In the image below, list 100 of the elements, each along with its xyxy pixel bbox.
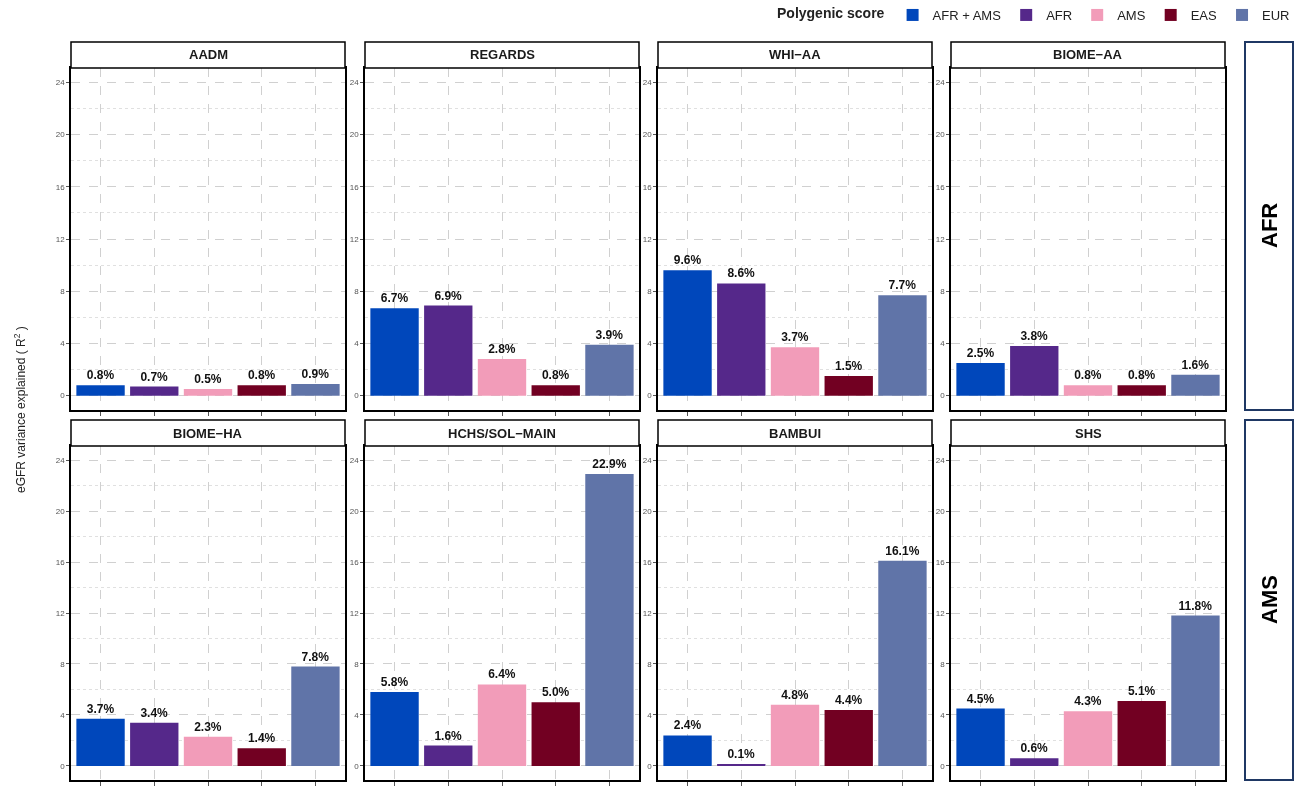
y-tick-label: 20 [349, 506, 360, 516]
bar [237, 748, 286, 766]
bar [717, 283, 766, 396]
y-tick-label: 4 [60, 710, 66, 720]
y-tick-label: 24 [935, 78, 946, 88]
data-label: 0.5% [194, 372, 222, 387]
data-label: 6.9% [434, 288, 463, 303]
data-label: 1.5% [834, 359, 863, 374]
data-label: 7.8% [301, 649, 330, 664]
y-tick-label: 12 [349, 234, 360, 244]
data-label: 1.6% [1181, 357, 1210, 372]
legend-title: Polygenic score [777, 5, 885, 22]
legend-label: AMS [1117, 8, 1146, 24]
legend-label: AFR [1046, 8, 1073, 24]
data-label: 2.4% [673, 718, 702, 733]
y-tick-label: 8 [60, 659, 66, 669]
bar [1063, 385, 1113, 396]
legend-label: AFR + AMS [932, 8, 1002, 24]
bar [1171, 374, 1220, 396]
data-label: 0.8% [247, 368, 276, 383]
y-tick-label: 0 [354, 761, 360, 771]
bar [1117, 700, 1166, 766]
text: AFR [1257, 202, 1282, 248]
y-tick-label: 8 [60, 287, 66, 297]
data-label: 11.8% [1178, 598, 1213, 613]
y-tick-label: 12 [642, 234, 653, 244]
bar [130, 722, 179, 766]
chart-title: SHS [1075, 426, 1103, 441]
legend-label: EAS [1190, 8, 1218, 24]
data-label: 9.6% [673, 253, 702, 268]
legend-label: EUR [1262, 8, 1290, 24]
y-tick-label: 20 [642, 130, 653, 140]
data-label: 1.4% [247, 731, 276, 746]
y-tick-label: 8 [647, 659, 653, 669]
data-label: 0.8% [86, 368, 115, 383]
bar [531, 702, 580, 766]
bar [770, 704, 820, 766]
bar [1063, 711, 1113, 766]
y-tick-label: 20 [642, 506, 653, 516]
data-label: 5.1% [1127, 683, 1156, 698]
y-tick-label: 16 [935, 557, 946, 567]
y-tick-label: 16 [55, 182, 66, 192]
bar [291, 666, 340, 766]
data-label: 3.9% [595, 327, 624, 342]
chart-title: AADM [189, 47, 228, 62]
data-label: 0.8% [1127, 368, 1156, 383]
data-label: 0.9% [301, 366, 330, 381]
chart-title: WHI−AA [769, 47, 822, 62]
y-tick-label: 0 [60, 391, 66, 401]
y-tick-label: 16 [55, 557, 66, 567]
bar [1010, 758, 1059, 766]
bar [1171, 615, 1220, 766]
bar [183, 736, 233, 766]
y-tick-label: 0 [940, 761, 946, 771]
y-tick-label: 4 [647, 710, 653, 720]
y-tick-label: 24 [642, 78, 653, 88]
data-label: 6.7% [380, 291, 409, 306]
y-tick-label: 12 [935, 234, 946, 244]
y-tick-label: 12 [55, 234, 66, 244]
bar [585, 474, 634, 766]
data-label: 5.0% [541, 685, 570, 700]
data-label: 5.8% [380, 675, 409, 690]
bar [585, 344, 634, 396]
y-tick-label: 20 [935, 506, 946, 516]
bar [770, 347, 820, 396]
chart-title: BIOME−HA [173, 426, 243, 441]
y-tick-label: 0 [647, 761, 653, 771]
bar [424, 305, 473, 396]
chart-title: BAMBUI [769, 426, 821, 441]
bar [76, 718, 125, 766]
y-tick-label: 16 [642, 557, 653, 567]
text: AMS [1257, 575, 1282, 624]
y-tick-label: 24 [642, 455, 653, 465]
data-label: 16.1% [885, 543, 920, 558]
y-tick-label: 8 [940, 659, 946, 669]
y-tick-label: 12 [642, 608, 653, 618]
y-tick-label: 4 [647, 339, 653, 349]
data-label: 22.9% [592, 457, 627, 472]
y-tick-label: 20 [935, 130, 946, 140]
bar [663, 270, 712, 396]
y-tick-label: 4 [354, 339, 360, 349]
bar [370, 692, 419, 766]
y-tick-label: 0 [354, 391, 360, 401]
y-tick-label: 0 [60, 761, 66, 771]
y-tick-label: 16 [935, 182, 946, 192]
bar [956, 708, 1005, 766]
y-tick-label: 16 [642, 182, 653, 192]
y-tick-label: 4 [354, 710, 360, 720]
y-tick-label: 8 [354, 287, 360, 297]
y-tick-label: 24 [349, 455, 360, 465]
y-tick-label: 16 [349, 557, 360, 567]
bar [878, 560, 927, 766]
data-label: 3.8% [1020, 329, 1049, 344]
y-tick-label: 20 [55, 130, 66, 140]
y-tick-label: 8 [354, 659, 360, 669]
data-label: 1.6% [434, 728, 463, 743]
data-label: 4.3% [1074, 694, 1102, 709]
data-label: 4.8% [781, 687, 809, 702]
data-label: 7.7% [888, 278, 917, 293]
y-tick-label: 24 [935, 455, 946, 465]
